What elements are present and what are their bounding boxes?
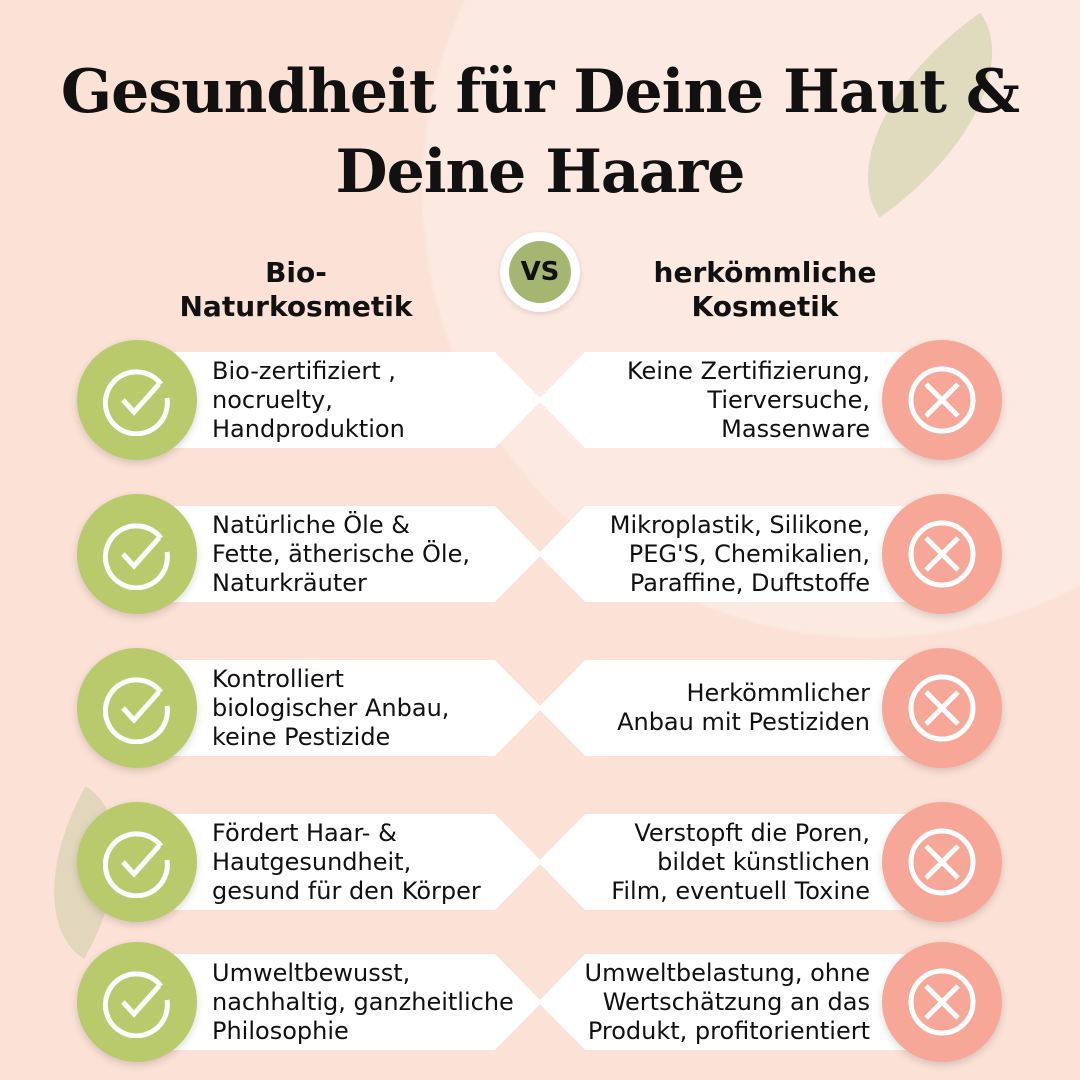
heading-line: Kosmetik (691, 290, 839, 323)
text-line: Keine Zertifizierung, (626, 356, 870, 385)
pro-text: Umweltbewusst, nachhaltig, ganzheitliche P… (212, 959, 514, 1046)
cross-circle-icon (882, 494, 1002, 614)
text-line: nocruelty, (212, 385, 333, 414)
con-text: Mikroplastik, Silikone, PEG'S, Chemikalie… (610, 511, 870, 598)
text-line: Fette, ätherische Öle, (212, 539, 470, 568)
left-column-heading: Bio- Naturkosmetik (146, 256, 446, 324)
text-line: biologischer Anbau, (212, 693, 450, 722)
con-text: Keine Zertifizierung, Tierversuche, Massen… (627, 357, 870, 444)
text-line: bildet künstlichen (657, 847, 870, 876)
pro-banner: Kontrolliert biologischer Anbau, keine Pes… (150, 660, 542, 756)
text-line: Verstopft die Poren, (634, 818, 870, 847)
text-line: keine Pestizide (212, 722, 391, 751)
cross-circle-icon (882, 942, 1002, 1062)
page-title: Gesundheit für Deine Haut & Deine Haare (0, 52, 1080, 212)
text-line: gesund für den Körper (212, 876, 481, 905)
con-banner: Mikroplastik, Silikone, PEG'S, Chemikalie… (538, 506, 930, 602)
comparison-row: Fördert Haar- & Hautgesundheit, gesund für… (0, 800, 1080, 924)
text-line: Handproduktion (212, 414, 405, 443)
pro-banner: Umweltbewusst, nachhaltig, ganzheitliche P… (150, 954, 542, 1050)
con-text: Verstopft die Poren, bildet künstlichen Fi… (611, 819, 870, 906)
right-column-heading: herkömmliche Kosmetik (615, 256, 915, 324)
vs-badge: VS (500, 232, 580, 312)
check-circle-icon (77, 340, 197, 460)
title-line: Deine Haare (335, 137, 746, 207)
title-line: Gesundheit für Deine Haut & (60, 57, 1020, 127)
check-circle-icon (77, 494, 197, 614)
text-line: Fördert Haar- & (212, 818, 397, 847)
pro-text: Bio-zertifiziert , nocruelty, Handprodukti… (212, 357, 405, 444)
text-line: Bio-zertifiziert , (212, 356, 396, 385)
text-line: Natürliche Öle & (212, 510, 410, 539)
text-line: Massenware (721, 414, 870, 443)
text-line: Produkt, profitorientiert (587, 1016, 870, 1045)
pro-text: Kontrolliert biologischer Anbau, keine Pes… (212, 665, 449, 752)
heading-line: Naturkosmetik (179, 290, 413, 323)
comparison-row: Umweltbewusst, nachhaltig, ganzheitliche P… (0, 940, 1080, 1064)
vs-label: VS (509, 241, 571, 303)
cross-circle-icon (882, 802, 1002, 922)
text-line: Umweltbelastung, ohne (584, 958, 871, 987)
text-line: Naturkräuter (212, 568, 367, 597)
heading-line: herkömmliche (653, 256, 877, 289)
comparison-row: Bio-zertifiziert , nocruelty, Handprodukti… (0, 338, 1080, 462)
comparison-row: Natürliche Öle & Fette, ätherische Öle, Na… (0, 492, 1080, 616)
pro-text: Natürliche Öle & Fette, ätherische Öle, Na… (212, 511, 470, 598)
pro-banner: Bio-zertifiziert , nocruelty, Handprodukti… (150, 352, 542, 448)
con-banner: Keine Zertifizierung, Tierversuche, Massen… (538, 352, 930, 448)
check-circle-icon (77, 802, 197, 922)
con-banner: Verstopft die Poren, bildet künstlichen Fi… (538, 814, 930, 910)
text-line: Anbau mit Pestiziden (617, 708, 870, 736)
pro-text: Fördert Haar- & Hautgesundheit, gesund für… (212, 819, 481, 906)
check-circle-icon (77, 648, 197, 768)
text-line: Umweltbewusst, (212, 958, 411, 987)
cross-circle-icon (882, 340, 1002, 460)
text-line: Hautgesundheit, (212, 847, 412, 876)
con-banner: Umweltbelastung, ohne Wertschätzung an da… (538, 954, 930, 1050)
text-line: Kontrolliert (212, 664, 344, 693)
text-line: Mikroplastik, Silikone, (609, 510, 870, 539)
pro-banner: Fördert Haar- & Hautgesundheit, gesund für… (150, 814, 542, 910)
cross-circle-icon (882, 648, 1002, 768)
con-text: Herkömmlicher Anbau mit Pestiziden (617, 679, 870, 737)
heading-line: Bio- (265, 256, 327, 289)
text-line: Philosophie (212, 1016, 349, 1045)
con-banner: Herkömmlicher Anbau mit Pestiziden (538, 660, 930, 756)
text-line: Paraffine, Duftstoffe (629, 568, 870, 597)
check-circle-icon (77, 942, 197, 1062)
text-line: PEG'S, Chemikalien, (628, 539, 870, 568)
text-line: Herkömmlicher (686, 679, 870, 707)
con-text: Umweltbelastung, ohne Wertschätzung an da… (585, 959, 871, 1046)
text-line: Wertschätzung an das (602, 987, 870, 1016)
text-line: Tierversuche, (707, 385, 870, 414)
text-line: Film, eventuell Toxine (611, 876, 870, 905)
text-line: nachhaltig, ganzheitliche (212, 987, 514, 1016)
comparison-row: Kontrolliert biologischer Anbau, keine Pes… (0, 646, 1080, 770)
pro-banner: Natürliche Öle & Fette, ätherische Öle, Na… (150, 506, 542, 602)
